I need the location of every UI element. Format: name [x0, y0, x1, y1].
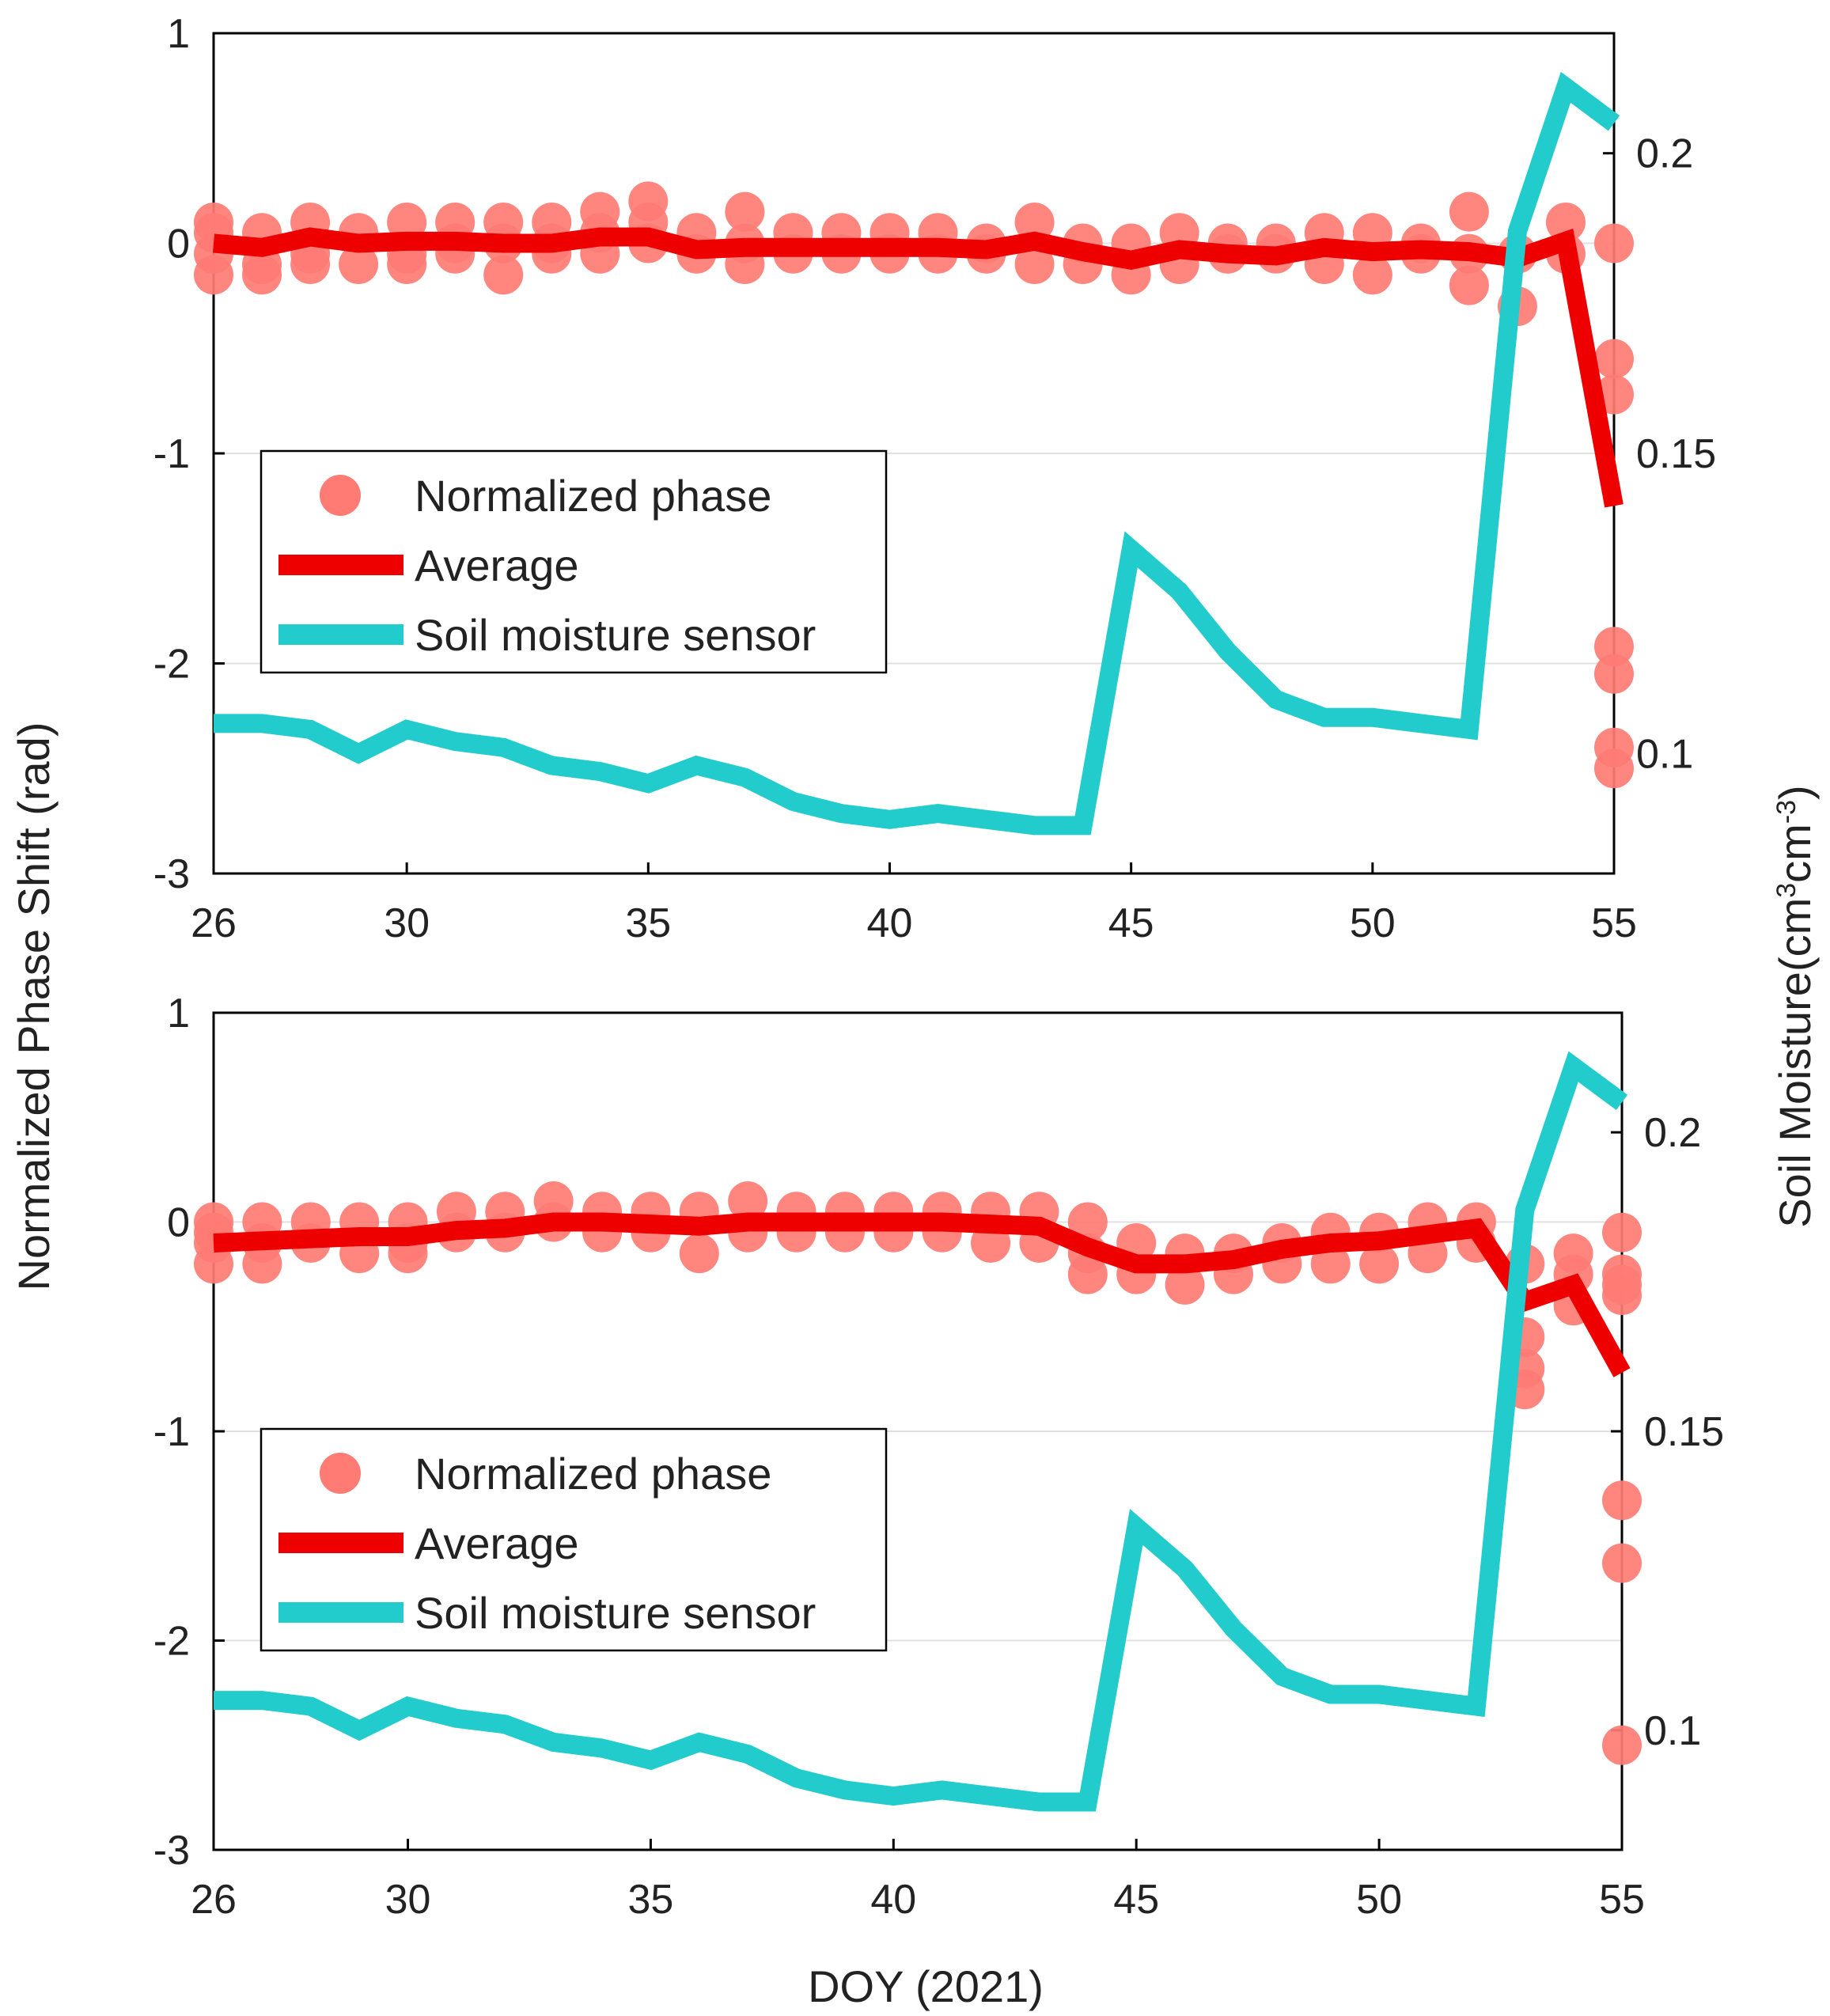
x-tick-label: 50: [1356, 1877, 1402, 1923]
y-tick-label: -3: [153, 851, 190, 897]
y2-axis-title: Soil Moisture(cm3cm-3): [1770, 785, 1820, 1227]
x-tick-label: 45: [1113, 1877, 1159, 1923]
legend-label: Average: [415, 1518, 579, 1568]
y2-axis-title-mid: cm: [1770, 824, 1820, 883]
legend: Normalized phase Average Soil moisture sen…: [260, 1427, 888, 1652]
y2-tick-label: 0.15: [1644, 1409, 1724, 1455]
x-tick-label: 35: [625, 900, 671, 946]
phase-point: [1352, 255, 1392, 295]
y-tick-label: 0: [167, 1200, 190, 1246]
phase-point: [1545, 202, 1586, 242]
phase-point: [1449, 265, 1489, 305]
y-tick-label: -3: [153, 1828, 190, 1874]
phase-point: [242, 255, 282, 295]
y2-axis-title-sup1: 3: [1771, 883, 1802, 898]
x-tick-label: 30: [384, 900, 430, 946]
top-panel: -3 -2 -1 0 1 0.1 0.15 0.2 26 30 35 40 45 50 55 Normaliz…: [153, 11, 1716, 946]
phase-point: [1165, 1264, 1205, 1305]
phase-point: [1067, 1202, 1108, 1242]
x-tick-label: 40: [870, 1877, 916, 1923]
y2-tick-label: 0.15: [1636, 431, 1716, 477]
x-tick-label: 26: [191, 1877, 237, 1923]
soil-moisture-line: [214, 71, 1620, 836]
y-tick-label: -1: [153, 1409, 190, 1455]
y2-axis-title-prefix: Soil Moisture(cm: [1770, 898, 1820, 1228]
phase-point: [679, 1233, 719, 1274]
phase-point: [1602, 1275, 1642, 1316]
bottom-panel: -3 -2 -1 0 1 0.1 0.15 0.2 26 30 35 40 45 50 55 Normaliz…: [153, 991, 1724, 1923]
phase-point: [1602, 1480, 1642, 1521]
phase-point: [290, 244, 331, 285]
phase-point: [242, 1244, 282, 1284]
y-tick-label: 0: [167, 222, 190, 267]
soil-moisture-line: [214, 1051, 1628, 1812]
y2-tick-label: 0.1: [1644, 1708, 1701, 1754]
phase-point: [1602, 1725, 1642, 1765]
phase-point: [1602, 1543, 1642, 1583]
x-tick-label: 35: [627, 1877, 673, 1923]
phase-point: [1359, 1244, 1400, 1284]
phase-point: [1594, 654, 1634, 694]
y2-axis-title-suffix: ): [1770, 785, 1820, 800]
x-tick-label: 55: [1599, 1877, 1645, 1923]
phase-point: [1310, 1244, 1351, 1284]
phase-point: [1594, 339, 1634, 379]
y-axis-title: Normalized Phase Shift (rad): [9, 722, 59, 1291]
legend-marker-circle-icon: [320, 475, 361, 516]
y2-axis-title-sup2: -3: [1771, 800, 1802, 824]
phase-point: [483, 255, 524, 295]
y2-tick-label: 0.1: [1636, 731, 1693, 777]
phase-point: [728, 1181, 768, 1222]
average-line: [213, 1212, 1631, 1377]
phase-point: [387, 244, 427, 285]
x-tick-label: 55: [1591, 900, 1637, 946]
phase-point: [1014, 202, 1055, 242]
legend-label: Average: [415, 540, 579, 590]
average-line: [212, 227, 1624, 508]
y2-tick-label: 0.2: [1636, 131, 1693, 177]
phase-point: [194, 255, 233, 295]
phase-point: [1602, 1212, 1642, 1252]
phase-point: [1594, 627, 1634, 667]
y-tick-label: -2: [153, 1619, 190, 1665]
x-tick-label: 40: [867, 900, 913, 946]
legend-label: Soil moisture sensor: [415, 1588, 816, 1638]
legend-label: Normalized phase: [415, 471, 771, 521]
phase-point: [1067, 1254, 1108, 1294]
x-tick-label: 26: [191, 900, 237, 946]
y-tick-label: -1: [153, 431, 190, 477]
phase-point: [725, 191, 765, 232]
x-tick-label: 45: [1108, 900, 1154, 946]
y-tick-label: 1: [167, 11, 190, 57]
phase-point: [1014, 244, 1055, 285]
y-tick-label: 1: [167, 991, 190, 1036]
y2-tick-label: 0.2: [1644, 1110, 1701, 1156]
x-axis-title: DOY (2021): [808, 1961, 1044, 2011]
legend-label: Normalized phase: [415, 1449, 771, 1499]
phase-point: [1449, 191, 1489, 232]
legend: Normalized phase Average Soil moisture sen…: [260, 449, 888, 674]
phase-point: [1594, 223, 1634, 263]
phase-point: [194, 1244, 233, 1284]
phase-point: [339, 244, 379, 285]
legend-marker-circle-icon: [320, 1453, 361, 1494]
legend-label: Soil moisture sensor: [415, 610, 816, 660]
y-tick-label: -2: [153, 642, 190, 688]
x-tick-label: 50: [1350, 900, 1396, 946]
phase-point: [1594, 748, 1634, 789]
x-tick-label: 30: [385, 1877, 431, 1923]
